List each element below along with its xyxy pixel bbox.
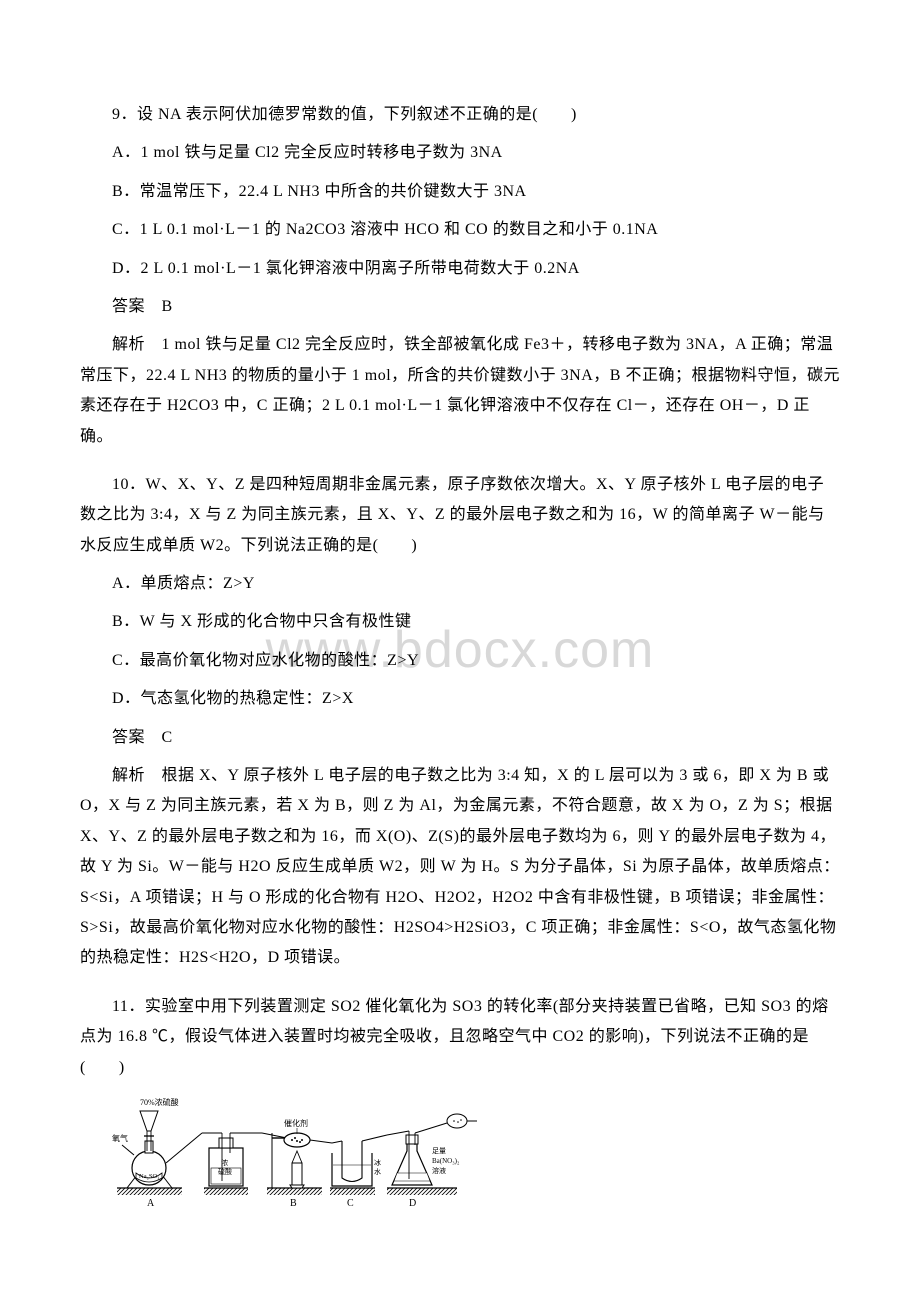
device-c: 冰 水 C [330, 1135, 387, 1209]
document-content: 9．设 NA 表示阿伏加德罗常数的值，下列叙述不正确的是( ) A．1 mol … [80, 100, 840, 1218]
label-D: D [409, 1198, 416, 1209]
q10-answer: 答案 C [80, 723, 840, 753]
device-b: 催化剂 B [262, 1118, 332, 1209]
q11-stem: 11．实验室中用下列装置测定 SO2 催化氧化为 SO3 的转化率(部分夹持装置… [80, 992, 840, 1083]
q10-stem: 10．W、X、Y、Z 是四种短周期非金属元素，原子序数依次增大。X、Y 原子核外… [80, 470, 840, 561]
label-bano3-1: 足量 [432, 1147, 446, 1155]
label-h2so4-2: 硫酸 [218, 1167, 232, 1176]
label-na2so3: Na₂SO₃ [139, 1173, 159, 1180]
label-B: B [290, 1198, 297, 1209]
question-10: 10．W、X、Y、Z 是四种短周期非金属元素，原子序数依次增大。X、Y 原子核外… [80, 470, 840, 974]
label-A: A [147, 1198, 155, 1209]
label-acid: 70%浓硫酸 [140, 1097, 179, 1107]
q10-option-c: C．最高价氧化物对应水化物的酸性：Z>Y [80, 646, 840, 676]
label-oxygen: 氧气 [112, 1133, 128, 1143]
apparatus-diagram: 70%浓硫酸 氧气 Na₂SO₃ A [112, 1093, 492, 1213]
q10-option-b: B．W 与 X 形成的化合物中只含有极性键 [80, 607, 840, 637]
q9-option-c: C．1 L 0.1 mol·L－1 的 Na2CO3 溶液中 HCO 和 CO … [80, 215, 840, 245]
question-11: 11．实验室中用下列装置测定 SO2 催化氧化为 SO3 的转化率(部分夹持装置… [80, 992, 840, 1218]
label-bano3-3: 溶液 [432, 1166, 446, 1175]
apparatus-diagram-container: 70%浓硫酸 氧气 Na₂SO₃ A [112, 1093, 840, 1218]
label-ice-1: 冰 [374, 1158, 381, 1167]
q9-stem: 9．设 NA 表示阿伏加德罗常数的值，下列叙述不正确的是( ) [80, 100, 840, 130]
q10-option-a: A．单质熔点：Z>Y [80, 569, 840, 599]
drying-bottle: 浓 硫酸 [202, 1133, 262, 1188]
q9-explanation: 解析 1 mol 铁与足量 Cl2 完全反应时，铁全部被氧化成 Fe3＋，转移电… [80, 330, 840, 452]
label-h2so4-1: 浓 [221, 1158, 228, 1167]
question-9: 9．设 NA 表示阿伏加德罗常数的值，下列叙述不正确的是( ) A．1 mol … [80, 100, 840, 452]
label-ice-2: 水 [374, 1167, 381, 1176]
q10-option-d: D．气态氢化物的热稳定性：Z>X [80, 684, 840, 714]
q9-option-d: D．2 L 0.1 mol·L－1 氯化钾溶液中阴离子所带电荷数大于 0.2NA [80, 254, 840, 284]
q9-answer: 答案 B [80, 292, 840, 322]
q9-option-b: B．常温常压下，22.4 L NH3 中所含的共价键数大于 3NA [80, 177, 840, 207]
label-catalyst: 催化剂 [284, 1118, 308, 1128]
q10-explanation: 解析 根据 X、Y 原子核外 L 电子层的电子数之比为 3:4 知，X 的 L … [80, 761, 840, 974]
q9-option-a: A．1 mol 铁与足量 Cl2 完全反应时转移电子数为 3NA [80, 138, 840, 168]
label-bano3-2: Ba(NO₃)₂ [432, 1157, 460, 1165]
label-C: C [347, 1198, 354, 1209]
